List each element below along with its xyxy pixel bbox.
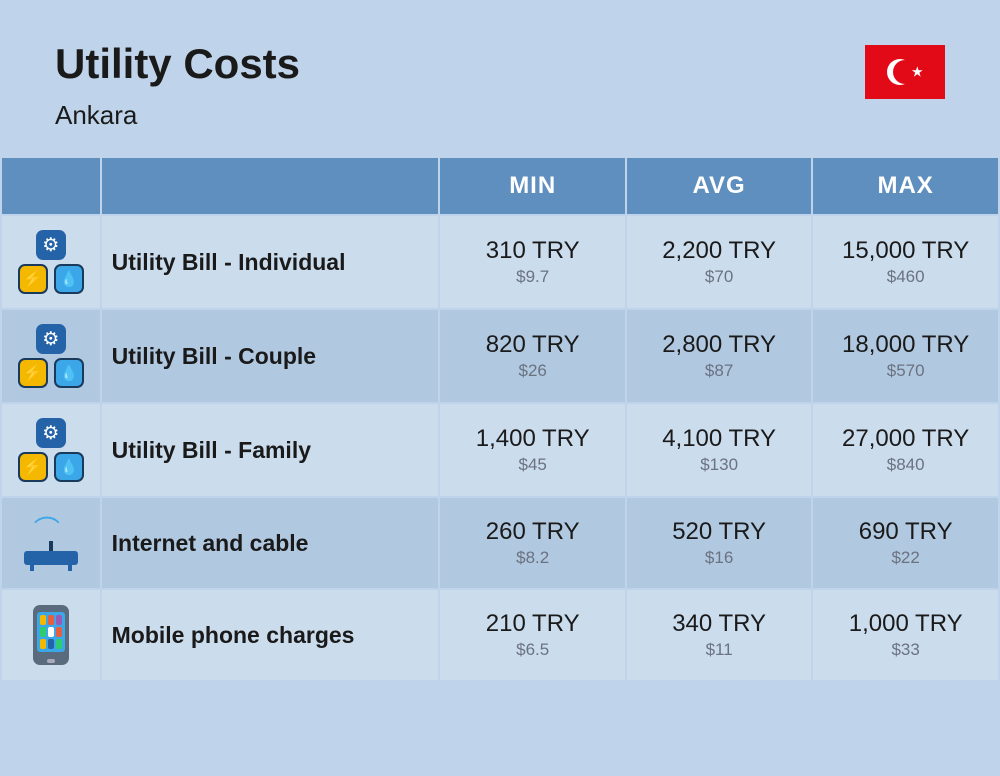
min-secondary: $45	[450, 455, 614, 475]
avg-secondary: $11	[637, 640, 801, 660]
row-avg: 340 TRY$11	[627, 590, 811, 680]
row-icon-cell	[2, 216, 100, 308]
row-label: Mobile phone charges	[102, 590, 439, 680]
phone-icon	[33, 605, 69, 665]
row-min: 210 TRY$6.5	[440, 590, 624, 680]
max-primary: 27,000 TRY	[823, 425, 988, 453]
row-min: 1,400 TRY$45	[440, 404, 624, 496]
min-primary: 210 TRY	[450, 610, 614, 638]
max-secondary: $840	[823, 455, 988, 475]
row-avg: 2,200 TRY$70	[627, 216, 811, 308]
row-icon-cell	[2, 404, 100, 496]
router-icon: ⌒	[20, 517, 82, 569]
avg-primary: 520 TRY	[637, 518, 801, 546]
row-min: 260 TRY$8.2	[440, 498, 624, 588]
min-primary: 1,400 TRY	[450, 425, 614, 453]
utility-icon	[18, 418, 84, 482]
min-primary: 260 TRY	[450, 518, 614, 546]
row-max: 27,000 TRY$840	[813, 404, 998, 496]
table-row: ⌒Internet and cable260 TRY$8.2520 TRY$16…	[2, 498, 998, 588]
header-max: MAX	[813, 158, 998, 214]
row-icon-cell	[2, 310, 100, 402]
page-title: Utility Costs	[55, 40, 300, 88]
table-row: Mobile phone charges210 TRY$6.5340 TRY$1…	[2, 590, 998, 680]
header-text: Utility Costs Ankara	[55, 40, 300, 131]
row-avg: 4,100 TRY$130	[627, 404, 811, 496]
row-min: 820 TRY$26	[440, 310, 624, 402]
max-primary: 1,000 TRY	[823, 610, 988, 638]
row-label: Utility Bill - Individual	[102, 216, 439, 308]
row-max: 18,000 TRY$570	[813, 310, 998, 402]
min-secondary: $9.7	[450, 267, 614, 287]
max-secondary: $33	[823, 640, 988, 660]
avg-primary: 2,800 TRY	[637, 331, 801, 359]
row-label: Internet and cable	[102, 498, 439, 588]
turkey-flag-icon: ★	[865, 45, 945, 99]
header-avg: AVG	[627, 158, 811, 214]
max-secondary: $570	[823, 361, 988, 381]
row-label: Utility Bill - Couple	[102, 310, 439, 402]
avg-primary: 2,200 TRY	[637, 237, 801, 265]
page-header: Utility Costs Ankara ★	[0, 0, 1000, 156]
min-secondary: $6.5	[450, 640, 614, 660]
table-header-row: MIN AVG MAX	[2, 158, 998, 214]
max-secondary: $460	[823, 267, 988, 287]
avg-secondary: $130	[637, 455, 801, 475]
min-primary: 820 TRY	[450, 331, 614, 359]
header-label-col	[102, 158, 439, 214]
row-avg: 520 TRY$16	[627, 498, 811, 588]
max-primary: 15,000 TRY	[823, 237, 988, 265]
avg-secondary: $16	[637, 548, 801, 568]
table-row: Utility Bill - Family1,400 TRY$454,100 T…	[2, 404, 998, 496]
min-primary: 310 TRY	[450, 237, 614, 265]
row-max: 690 TRY$22	[813, 498, 998, 588]
avg-secondary: $70	[637, 267, 801, 287]
row-icon-cell	[2, 590, 100, 680]
avg-primary: 340 TRY	[637, 610, 801, 638]
row-label: Utility Bill - Family	[102, 404, 439, 496]
min-secondary: $26	[450, 361, 614, 381]
page-subtitle: Ankara	[55, 100, 300, 131]
max-primary: 18,000 TRY	[823, 331, 988, 359]
header-icon-col	[2, 158, 100, 214]
avg-primary: 4,100 TRY	[637, 425, 801, 453]
row-min: 310 TRY$9.7	[440, 216, 624, 308]
avg-secondary: $87	[637, 361, 801, 381]
row-icon-cell: ⌒	[2, 498, 100, 588]
row-max: 15,000 TRY$460	[813, 216, 998, 308]
max-secondary: $22	[823, 548, 988, 568]
min-secondary: $8.2	[450, 548, 614, 568]
table-row: Utility Bill - Individual310 TRY$9.72,20…	[2, 216, 998, 308]
max-primary: 690 TRY	[823, 518, 988, 546]
header-min: MIN	[440, 158, 624, 214]
utility-icon	[18, 324, 84, 388]
utility-icon	[18, 230, 84, 294]
table-row: Utility Bill - Couple820 TRY$262,800 TRY…	[2, 310, 998, 402]
costs-table: MIN AVG MAX Utility Bill - Individual310…	[0, 156, 1000, 682]
row-max: 1,000 TRY$33	[813, 590, 998, 680]
row-avg: 2,800 TRY$87	[627, 310, 811, 402]
